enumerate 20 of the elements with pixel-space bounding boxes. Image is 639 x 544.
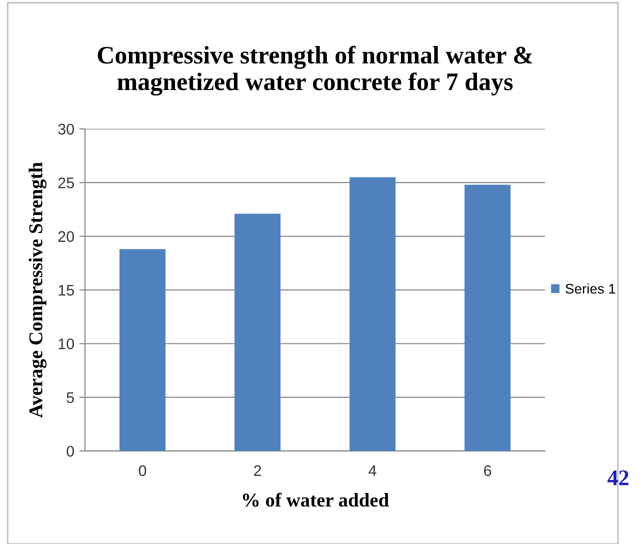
bar	[119, 249, 166, 451]
bar	[234, 214, 281, 451]
x-tick-label: 4	[368, 465, 376, 476]
y-axis-title: Average Compressive Strength	[28, 162, 46, 418]
y-tick-label: 30	[58, 124, 74, 135]
y-tick-label: 0	[66, 446, 74, 457]
y-tick-label: 15	[58, 284, 74, 296]
bar	[350, 177, 396, 451]
bar	[464, 184, 511, 451]
x-tick-label: 6	[484, 465, 492, 476]
y-tick-label: 20	[58, 231, 74, 242]
x-tick-label: 0	[138, 465, 146, 476]
text: 42	[608, 470, 628, 486]
y-tick-label: 5	[66, 392, 74, 403]
chart-title: Compressive strength of normal water & magnetized water concrete for 7 days	[98, 46, 532, 96]
x-axis-title: % of water added	[242, 492, 389, 507]
y-tick-label: 10	[58, 338, 74, 350]
legend-label: Series 1	[566, 283, 616, 294]
x-tick-label: 2	[254, 465, 261, 476]
y-tick-label: 25	[58, 177, 74, 188]
